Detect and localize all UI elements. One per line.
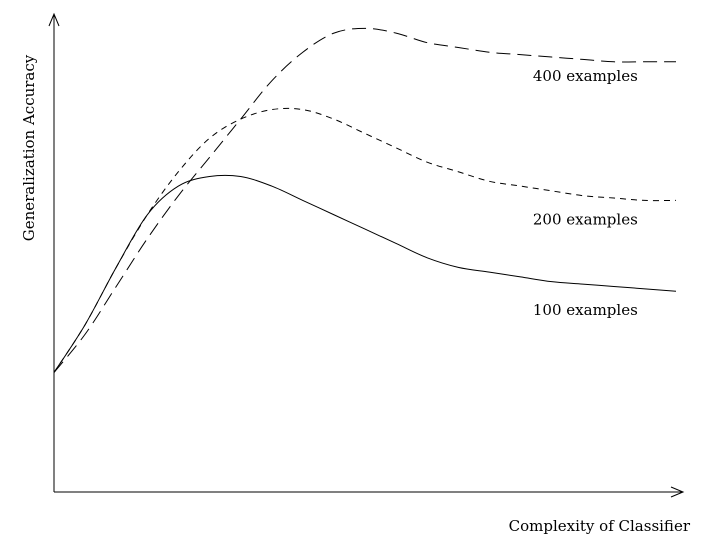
series-label-100-examples: 100 examples xyxy=(533,301,638,319)
x-axis-arrowhead xyxy=(670,486,685,498)
series-layer xyxy=(53,27,677,373)
y-axis-label: Generalization Accuracy xyxy=(20,54,38,241)
series-label-layer: 400 examples 200 examples 100 examples xyxy=(533,67,638,319)
series-line-100-examples xyxy=(53,174,677,373)
series-label-400-examples: 400 examples xyxy=(533,67,638,85)
series-line-200-examples xyxy=(53,107,677,373)
series-label-200-examples: 200 examples xyxy=(533,210,638,228)
series-line-400-examples xyxy=(53,27,676,373)
x-axis-label: Complexity of Classifier xyxy=(509,517,691,535)
axes xyxy=(48,12,685,498)
y-axis-arrowhead xyxy=(48,12,60,27)
